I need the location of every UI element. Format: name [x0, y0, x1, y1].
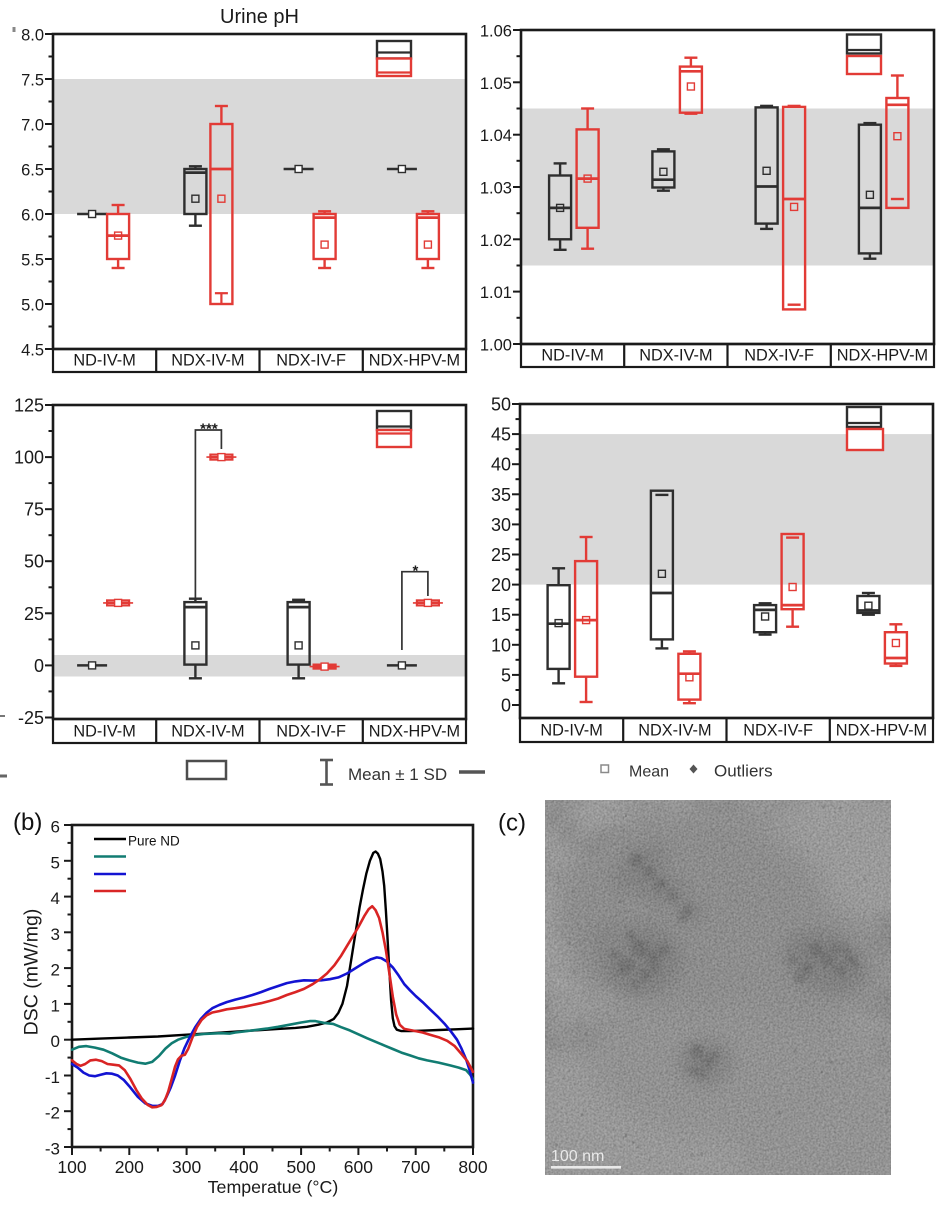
svg-text:-3: -3 — [45, 1140, 60, 1159]
svg-text:NDX-HPV-M: NDX-HPV-M — [837, 347, 928, 365]
svg-text:ND-IV-M: ND-IV-M — [73, 723, 135, 741]
svg-text:100: 100 — [57, 1157, 86, 1177]
svg-text:600: 600 — [344, 1157, 373, 1177]
svg-text:8.0: 8.0 — [21, 27, 44, 45]
svg-text:50: 50 — [491, 395, 511, 415]
svg-text:4: 4 — [51, 889, 60, 908]
svg-text:7.0: 7.0 — [21, 117, 44, 135]
svg-text:ND-IV-M: ND-IV-M — [541, 347, 603, 365]
svg-text:200: 200 — [115, 1157, 144, 1177]
svg-text:35: 35 — [491, 485, 511, 505]
svg-text:100: 100 — [14, 448, 44, 468]
svg-text:*: * — [412, 563, 418, 580]
svg-text:(c): (c) — [498, 810, 526, 837]
svg-text:1: 1 — [51, 996, 60, 1015]
svg-text:NDX-IV-F: NDX-IV-F — [276, 352, 346, 370]
svg-text:1.06: 1.06 — [480, 23, 512, 41]
svg-text:25: 25 — [491, 545, 511, 565]
svg-text:40: 40 — [491, 455, 511, 475]
svg-text:300: 300 — [172, 1157, 201, 1177]
svg-text:1.03: 1.03 — [480, 180, 512, 198]
svg-text:15: 15 — [491, 605, 511, 625]
svg-text:Pure ND: Pure ND — [128, 834, 180, 849]
svg-text:NDX-HPV-M: NDX-HPV-M — [369, 352, 460, 370]
svg-text:Outliers: Outliers — [714, 762, 773, 781]
svg-text:6: 6 — [51, 818, 60, 837]
svg-text:6.0: 6.0 — [21, 207, 44, 225]
svg-text:NDX-IV-M: NDX-IV-M — [638, 722, 711, 740]
svg-text:500: 500 — [286, 1157, 315, 1177]
svg-text:***: *** — [200, 421, 218, 438]
svg-text:700: 700 — [401, 1157, 430, 1177]
svg-text:1.00: 1.00 — [480, 337, 512, 355]
svg-text:0: 0 — [501, 696, 511, 716]
svg-text:NDX-IV-M: NDX-IV-M — [171, 723, 244, 741]
svg-text:-2: -2 — [45, 1104, 60, 1123]
svg-text:5: 5 — [51, 853, 60, 872]
svg-text:5: 5 — [501, 665, 511, 685]
svg-text:25: 25 — [24, 604, 44, 624]
svg-text:0: 0 — [51, 1032, 60, 1051]
svg-text:1.05: 1.05 — [480, 75, 512, 93]
svg-text:10: 10 — [491, 635, 511, 655]
svg-text:75: 75 — [24, 500, 44, 520]
svg-text:NDX-IV-F: NDX-IV-F — [743, 722, 813, 740]
svg-text:DSC (mW/mg): DSC (mW/mg) — [21, 909, 43, 1036]
svg-text:50: 50 — [24, 552, 44, 572]
svg-text:7.5: 7.5 — [21, 72, 44, 90]
svg-text:NDX-HPV-M: NDX-HPV-M — [369, 723, 460, 741]
svg-text:0: 0 — [34, 656, 44, 676]
svg-text:NDX-IV-F: NDX-IV-F — [276, 723, 346, 741]
svg-text:125: 125 — [14, 396, 44, 416]
svg-text:NDX-IV-M: NDX-IV-M — [171, 352, 244, 370]
svg-text:Temperatue (°C): Temperatue (°C) — [208, 1177, 339, 1197]
svg-text:1.02: 1.02 — [480, 232, 512, 250]
svg-text:(b): (b) — [13, 809, 42, 836]
svg-text:ND-IV-M: ND-IV-M — [73, 352, 135, 370]
svg-text:45: 45 — [491, 425, 511, 445]
svg-text:Mean ± 1 SD: Mean ± 1 SD — [348, 765, 447, 784]
svg-text:NDX-HPV-M: NDX-HPV-M — [836, 722, 927, 740]
svg-text:30: 30 — [491, 515, 511, 535]
svg-text:Urine pH: Urine pH — [220, 6, 299, 28]
svg-text:100 nm: 100 nm — [551, 1148, 604, 1165]
svg-text:4.5: 4.5 — [21, 342, 44, 360]
svg-text:1.04: 1.04 — [480, 127, 512, 145]
svg-text:400: 400 — [229, 1157, 258, 1177]
svg-text:5.0: 5.0 — [21, 297, 44, 315]
svg-text:Mean: Mean — [629, 764, 669, 781]
svg-text:5.5: 5.5 — [21, 252, 44, 270]
svg-text:NDX-IV-M: NDX-IV-M — [639, 347, 712, 365]
svg-text:800: 800 — [458, 1157, 487, 1177]
svg-text:6.5: 6.5 — [21, 162, 44, 180]
svg-text:1.01: 1.01 — [480, 284, 512, 302]
svg-text:20: 20 — [491, 575, 511, 595]
svg-text:NDX-IV-F: NDX-IV-F — [744, 347, 814, 365]
svg-text:3: 3 — [51, 925, 60, 944]
svg-text:ND-IV-M: ND-IV-M — [540, 722, 602, 740]
svg-text:2: 2 — [51, 961, 60, 980]
svg-text:-1: -1 — [45, 1068, 60, 1087]
svg-text:-25: -25 — [18, 708, 44, 728]
